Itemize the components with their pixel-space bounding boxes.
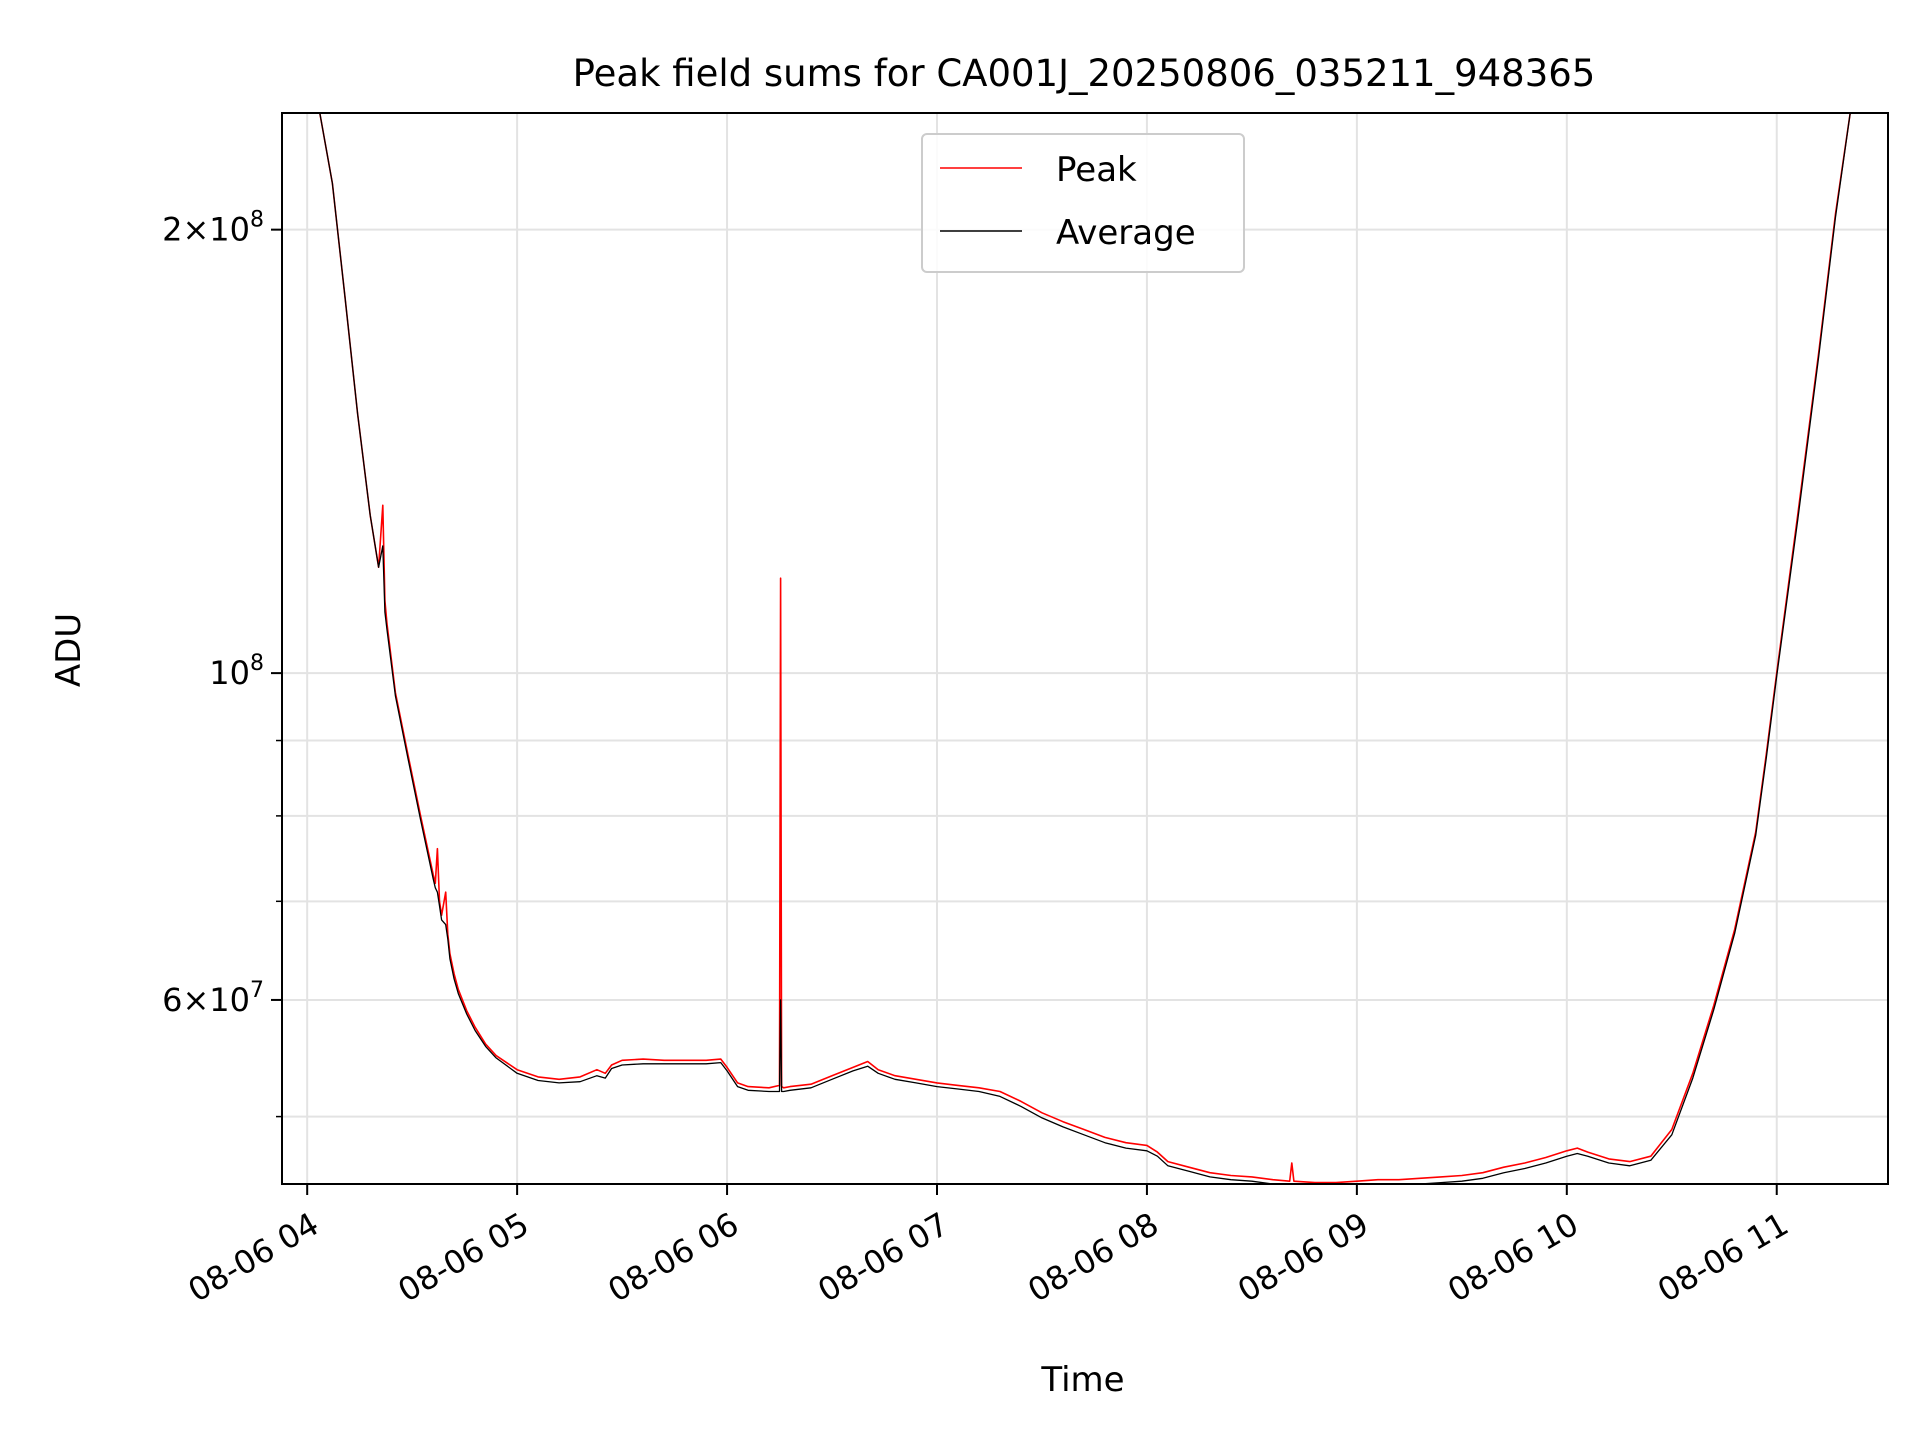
- chart-title: Peak field sums for CA001J_20250806_0352…: [573, 52, 1596, 95]
- y-axis-label: ADU: [49, 613, 89, 687]
- grid: [282, 113, 1888, 1184]
- x-tick-label: 08-06 07: [811, 1205, 955, 1310]
- series-line-average: [319, 113, 1851, 1184]
- series-lines: [319, 113, 1851, 1184]
- y-tick-label: 108: [209, 651, 264, 692]
- y-tick-label: 6×107: [162, 978, 264, 1019]
- x-tick-label: 08-06 09: [1231, 1205, 1375, 1310]
- legend-average-label: Average: [1056, 213, 1196, 253]
- x-axis-label: Time: [1040, 1360, 1124, 1400]
- legend-peak-label: Peak: [1056, 150, 1137, 190]
- x-tick-label: 08-06 04: [182, 1205, 326, 1310]
- y-tick-label: 2×108: [162, 208, 264, 249]
- series-line-peak: [319, 113, 1851, 1184]
- x-axis: 08-06 04 08-06 05 08-06 06 08-06 07 08-06 08…: [182, 1184, 1795, 1310]
- x-tick-label: 08-06 11: [1651, 1205, 1795, 1310]
- x-tick-label: 08-06 06: [601, 1205, 745, 1310]
- plot-frame: [281, 112, 1889, 1185]
- x-tick-label: 08-06 05: [392, 1205, 536, 1310]
- legend: Peak Average: [921, 133, 1245, 273]
- x-tick-label: 08-06 08: [1021, 1205, 1165, 1310]
- y-axis: 6×107 108 2×108: [162, 208, 282, 1118]
- x-tick-label: 08-06 10: [1441, 1205, 1585, 1310]
